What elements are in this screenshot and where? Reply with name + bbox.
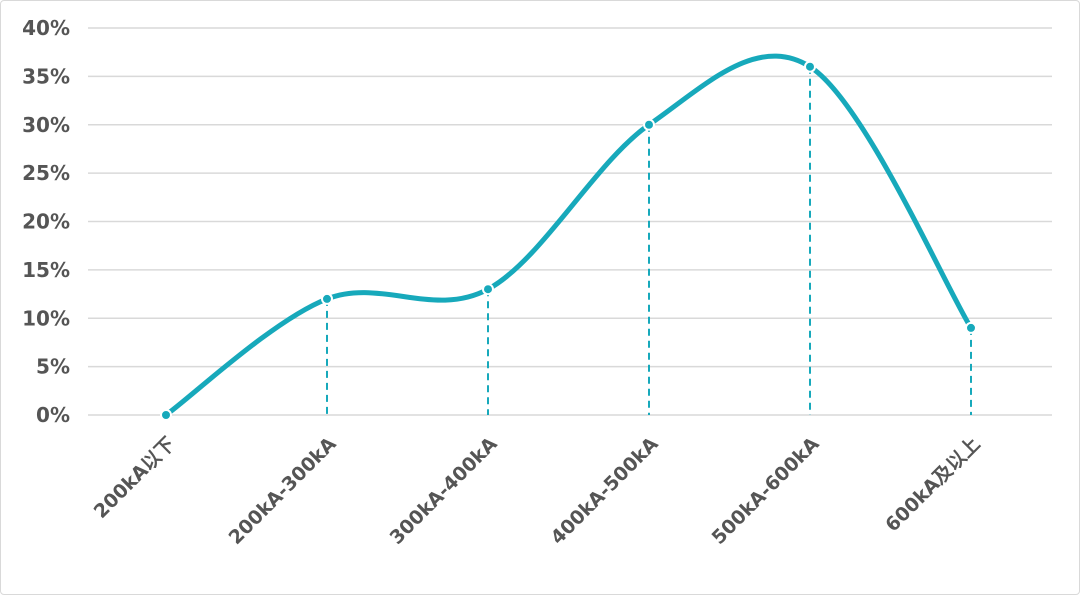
gridlines (88, 27, 1052, 416)
y-tick-label: 30% (22, 113, 70, 137)
y-tick-label: 10% (22, 306, 70, 330)
x-tick-label: 200kA以下 (90, 433, 180, 523)
y-tick-label: 40% (22, 16, 70, 40)
data-point (482, 283, 494, 296)
x-tick-label: 400kA-500kA (547, 433, 663, 549)
series-line (163, 53, 974, 418)
data-point (160, 409, 172, 421)
data-point (321, 292, 333, 305)
x-tick-label: 600kA及以上 (881, 433, 984, 536)
y-tick-label: 25% (22, 161, 70, 185)
x-tick-label: 300kA-400kA (386, 433, 502, 549)
data-point (643, 118, 655, 131)
y-tick-label: 5% (36, 355, 70, 379)
data-points (160, 60, 977, 421)
y-tick-label: 0% (36, 403, 70, 427)
data-point (804, 60, 816, 73)
x-tick-label: 200kA-300kA (225, 433, 341, 549)
x-axis-ticks: 200kA以下 200kA-300kA 300kA-400kA 400kA-500kA… (90, 433, 985, 549)
y-tick-label: 15% (22, 258, 70, 282)
y-tick-label: 20% (22, 210, 70, 234)
y-tick-label: 35% (22, 64, 70, 88)
x-tick-label: 500kA-600kA (708, 433, 824, 549)
drop-lines (326, 66, 972, 415)
y-axis-ticks: 0% 5% 10% 15% 20% 25% 30% 35% 40% (22, 16, 70, 427)
data-point (965, 321, 977, 334)
